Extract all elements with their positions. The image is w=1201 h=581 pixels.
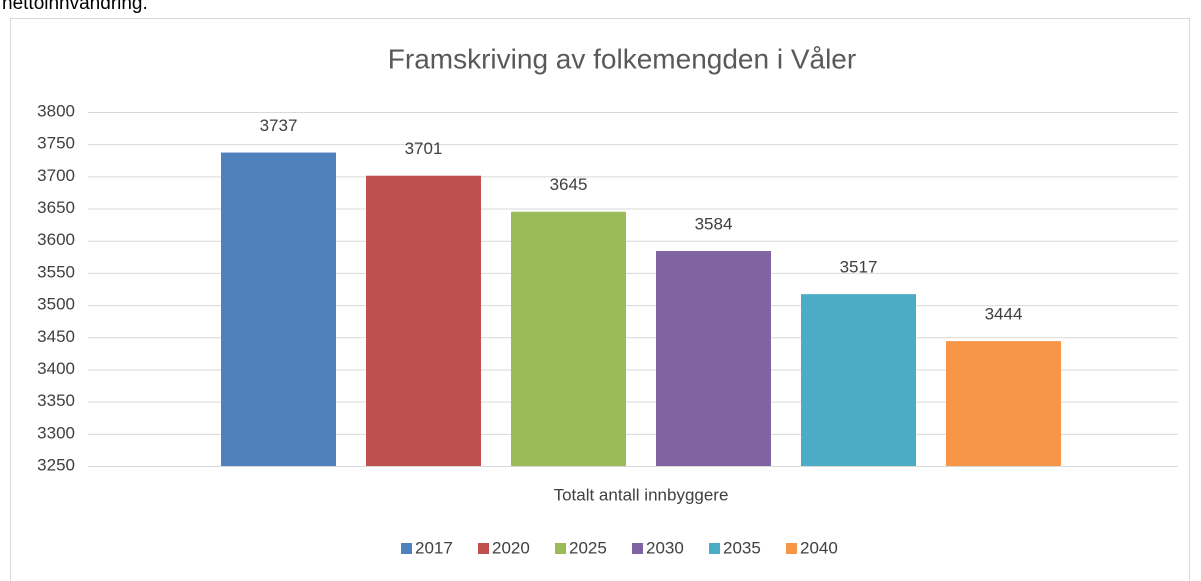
y-tick-label: 3750 [37,134,75,153]
y-tick-label: 3650 [37,198,75,217]
y-tick-label: 3800 [37,101,75,120]
legend-label: 2040 [800,538,838,557]
data-label: 3517 [840,258,878,277]
y-tick-label: 3250 [37,455,75,474]
bar [221,152,336,467]
data-label: 3444 [985,305,1023,324]
y-tick-label: 3300 [37,423,75,442]
data-label: 3645 [550,175,588,194]
bar [946,341,1061,466]
bar [511,211,626,466]
data-label: 3584 [695,215,733,234]
x-tick-label: Totalt antall innbyggere [554,485,729,504]
legend-swatch [709,543,720,554]
y-tick-label: 3700 [37,166,75,185]
bar [656,251,771,466]
legend-swatch [555,543,566,554]
legend-swatch [632,543,643,554]
y-tick-label: 3500 [37,295,75,314]
bar [366,175,481,466]
chart-title: Framskriving av folkemengden i Våler [388,43,856,74]
legend-swatch [401,543,412,554]
data-label: 3701 [405,139,443,158]
legend-label: 2017 [415,538,453,557]
legend-label: 2035 [723,538,761,557]
data-label: 3737 [260,116,298,135]
legend-label: 2020 [492,538,530,557]
legend-swatch [786,543,797,554]
y-tick-label: 3550 [37,262,75,281]
y-tick-label: 3350 [37,391,75,410]
bar [801,294,916,466]
legend-label: 2030 [646,538,684,557]
y-tick-label: 3450 [37,327,75,346]
intro-text: nettoinnvandring. [2,0,148,14]
legend-swatch [478,543,489,554]
y-tick-label: 3600 [37,230,75,249]
legend-label: 2025 [569,538,607,557]
y-tick-label: 3400 [37,359,75,378]
